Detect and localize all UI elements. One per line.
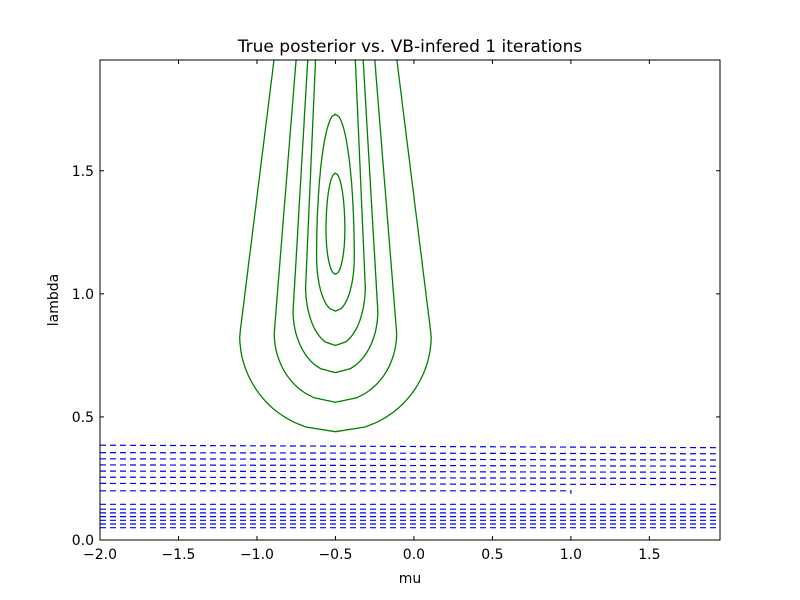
vb-contour-8 (100, 490, 572, 494)
posterior-contour-5 (273, 60, 398, 403)
posterior-contour-4 (292, 60, 379, 374)
posterior-contour-3 (304, 60, 366, 347)
x-tick-label: −0.5 (318, 547, 352, 563)
vb-contour-2 (100, 452, 720, 455)
x-axis-label: mu (399, 571, 422, 587)
y-tick-label: 1.5 (72, 164, 94, 180)
vb-contour-6 (100, 476, 720, 480)
posterior-contour-1 (325, 172, 346, 275)
posterior-contour-6 (239, 60, 432, 433)
x-tick-label: −1.0 (240, 547, 274, 563)
vb-contour-3 (100, 458, 720, 461)
plot-frame (99, 59, 721, 541)
y-axis-label: lambda (46, 274, 62, 326)
y-tick-label: 0.0 (72, 533, 94, 549)
x-tick-label: 0.0 (403, 547, 425, 563)
chart-title: True posterior vs. VB-infered 1 iteratio… (237, 37, 583, 57)
plot-area (100, 60, 720, 529)
y-tick-label: 1.0 (72, 287, 94, 303)
vb-contour-4 (100, 464, 720, 467)
x-tick-label: −1.5 (161, 547, 195, 563)
axes-ticks: −2.0 −1.5 −1.0 −0.5 0.0 0.5 1.0 1.5 0.0 0.5 1.0 1.5 (72, 60, 720, 563)
x-tick-label: 0.5 (481, 547, 503, 563)
posterior-contour-2 (315, 113, 355, 312)
vb-contour-1 (100, 444, 720, 449)
x-tick-label: −2.0 (83, 547, 117, 563)
vb-contour-5 (100, 470, 720, 473)
y-tick-label: 0.5 (72, 410, 94, 426)
vb-contour-7 (100, 482, 720, 486)
x-tick-label: 1.0 (560, 547, 582, 563)
x-tick-label: 1.5 (638, 547, 660, 563)
